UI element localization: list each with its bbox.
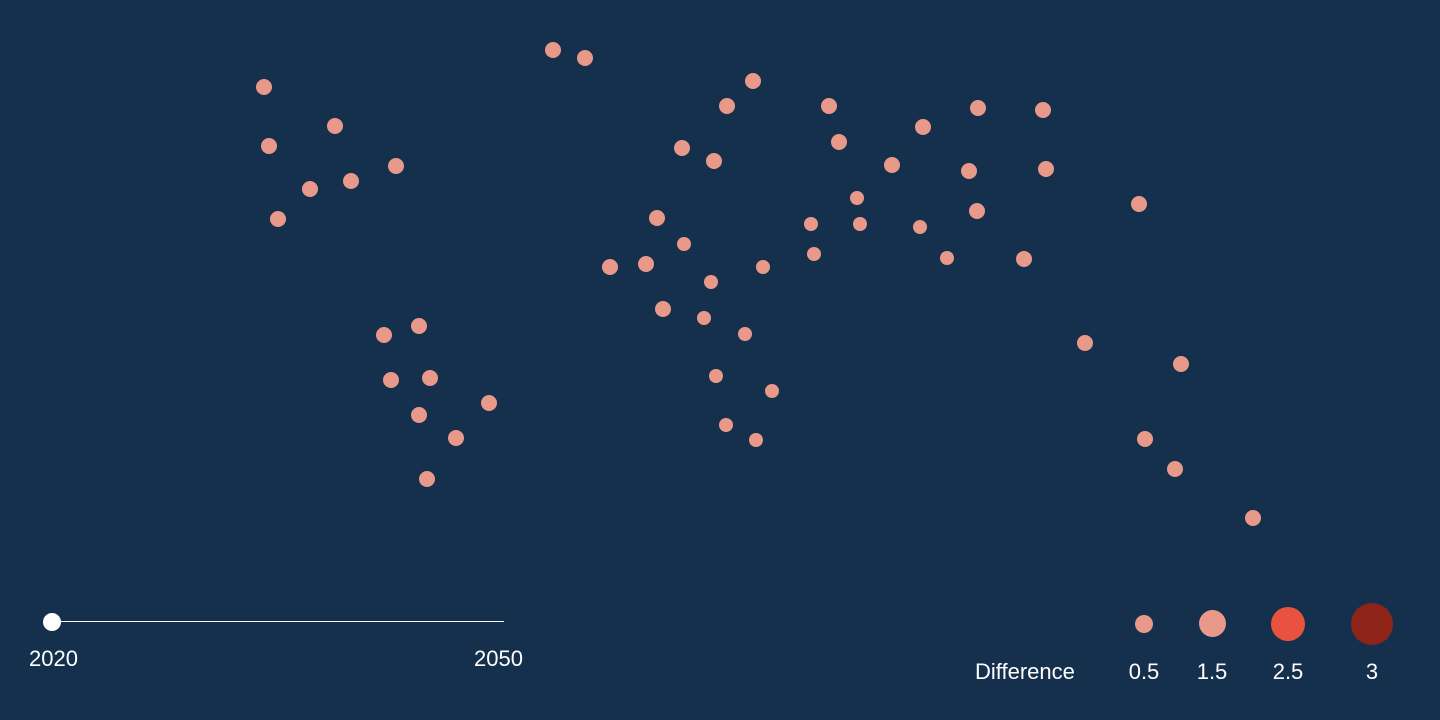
map-dot: [1131, 196, 1147, 212]
map-dot: [719, 418, 733, 432]
map-dot: [765, 384, 779, 398]
map-dot: [383, 372, 399, 388]
map-dot: [302, 181, 318, 197]
legend-value-3: 3: [1365, 659, 1379, 684]
map-dot: [256, 79, 272, 95]
map-dot: [1245, 510, 1261, 526]
map-dot: [969, 203, 985, 219]
map-dot: [831, 134, 847, 150]
map-dot: [1173, 356, 1189, 372]
map-dot: [448, 430, 464, 446]
map-dot: [970, 100, 986, 116]
map-dot: [1038, 161, 1054, 177]
map-dot: [738, 327, 752, 341]
map-dot: [577, 50, 593, 66]
legend-circle-2: [1271, 607, 1305, 641]
map-dot: [850, 191, 864, 205]
map-dot: [411, 318, 427, 334]
map-dot: [704, 275, 718, 289]
map-dot: [419, 471, 435, 487]
map-dot: [261, 138, 277, 154]
map-dot: [1137, 431, 1153, 447]
legend-value-1: 1.5: [1196, 659, 1228, 684]
map-dot: [1077, 335, 1093, 351]
legend-circle-1: [1199, 610, 1226, 637]
map-dot: [602, 259, 618, 275]
map-dot: [706, 153, 722, 169]
map-dot: [913, 220, 927, 234]
timeline-handle[interactable]: [43, 613, 61, 631]
map-dot: [709, 369, 723, 383]
map-dot: [749, 433, 763, 447]
map-dot: [756, 260, 770, 274]
map-dot: [1016, 251, 1032, 267]
map-dot: [674, 140, 690, 156]
map-dot: [745, 73, 761, 89]
map-dot: [853, 217, 867, 231]
map-dot: [376, 327, 392, 343]
map-dot: [961, 163, 977, 179]
map-dot: [327, 118, 343, 134]
legend-circle-3: [1351, 603, 1393, 645]
map-dot: [270, 211, 286, 227]
map-dot: [422, 370, 438, 386]
map-dot: [343, 173, 359, 189]
map-dot: [481, 395, 497, 411]
map-dot: [697, 311, 711, 325]
legend-circle-0: [1135, 615, 1153, 633]
map-dot: [388, 158, 404, 174]
map-dot: [411, 407, 427, 423]
legend-title: Difference: [975, 659, 1075, 684]
map-dot: [940, 251, 954, 265]
map-dot: [655, 301, 671, 317]
map-dot: [915, 119, 931, 135]
timeline-track[interactable]: [52, 621, 504, 622]
map-dot: [545, 42, 561, 58]
map-dot: [804, 217, 818, 231]
map-dot: [884, 157, 900, 173]
legend-value-2: 2.5: [1272, 659, 1304, 684]
map-dot: [807, 247, 821, 261]
legend-value-0: 0.5: [1128, 659, 1160, 684]
map-dot: [719, 98, 735, 114]
map-dot: [677, 237, 691, 251]
map-dot: [1167, 461, 1183, 477]
map-dot: [649, 210, 665, 226]
map-dot: [821, 98, 837, 114]
map-dot: [638, 256, 654, 272]
map-dot: [1035, 102, 1051, 118]
